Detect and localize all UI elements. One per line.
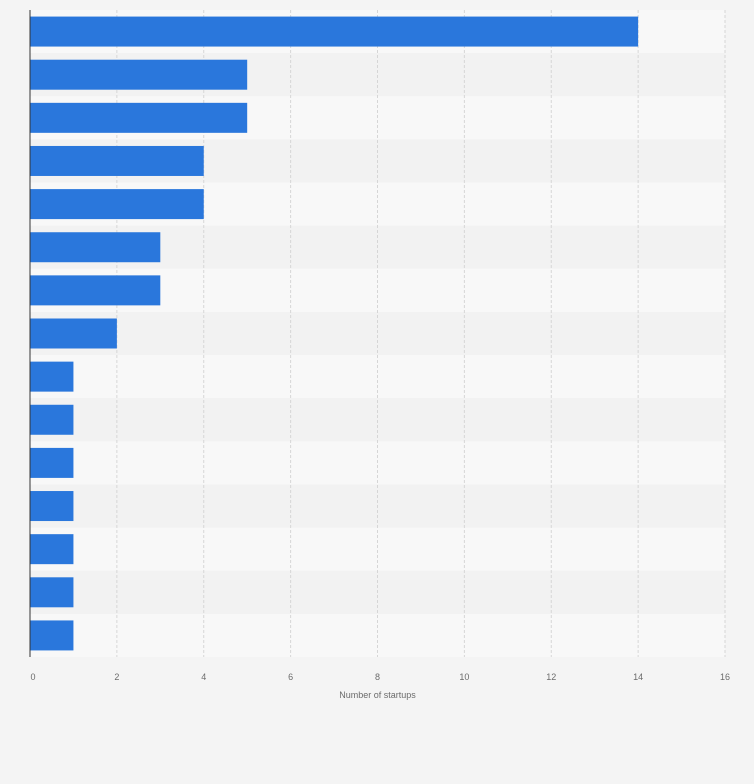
x-tick-label: 10 [459,672,469,682]
bar [30,620,74,651]
x-tick-label: 16 [720,672,730,682]
x-axis-ticks: 0 2 4 6 8 10 12 14 16 [30,672,730,682]
x-tick-label: 2 [114,672,119,682]
bars [30,16,639,651]
bar [30,59,248,90]
x-axis-title: Number of startups [339,690,416,700]
bar [30,232,161,263]
bar [30,145,204,176]
row-band [30,311,725,356]
x-tick-label: 0 [30,672,35,682]
row-band [30,398,725,442]
bar [30,189,204,220]
bar [30,361,74,392]
bar [30,275,161,306]
bar [30,491,74,522]
bar [30,318,117,349]
bar [30,447,74,478]
x-tick-label: 14 [633,672,643,682]
x-tick-label: 4 [201,672,206,682]
row-band [30,527,725,571]
bar [30,577,74,608]
bar [30,404,74,435]
bar [30,534,74,565]
x-tick-label: 8 [375,672,380,682]
bar [30,16,639,47]
x-tick-label: 12 [546,672,556,682]
bar [30,102,248,133]
x-tick-label: 6 [288,672,293,682]
